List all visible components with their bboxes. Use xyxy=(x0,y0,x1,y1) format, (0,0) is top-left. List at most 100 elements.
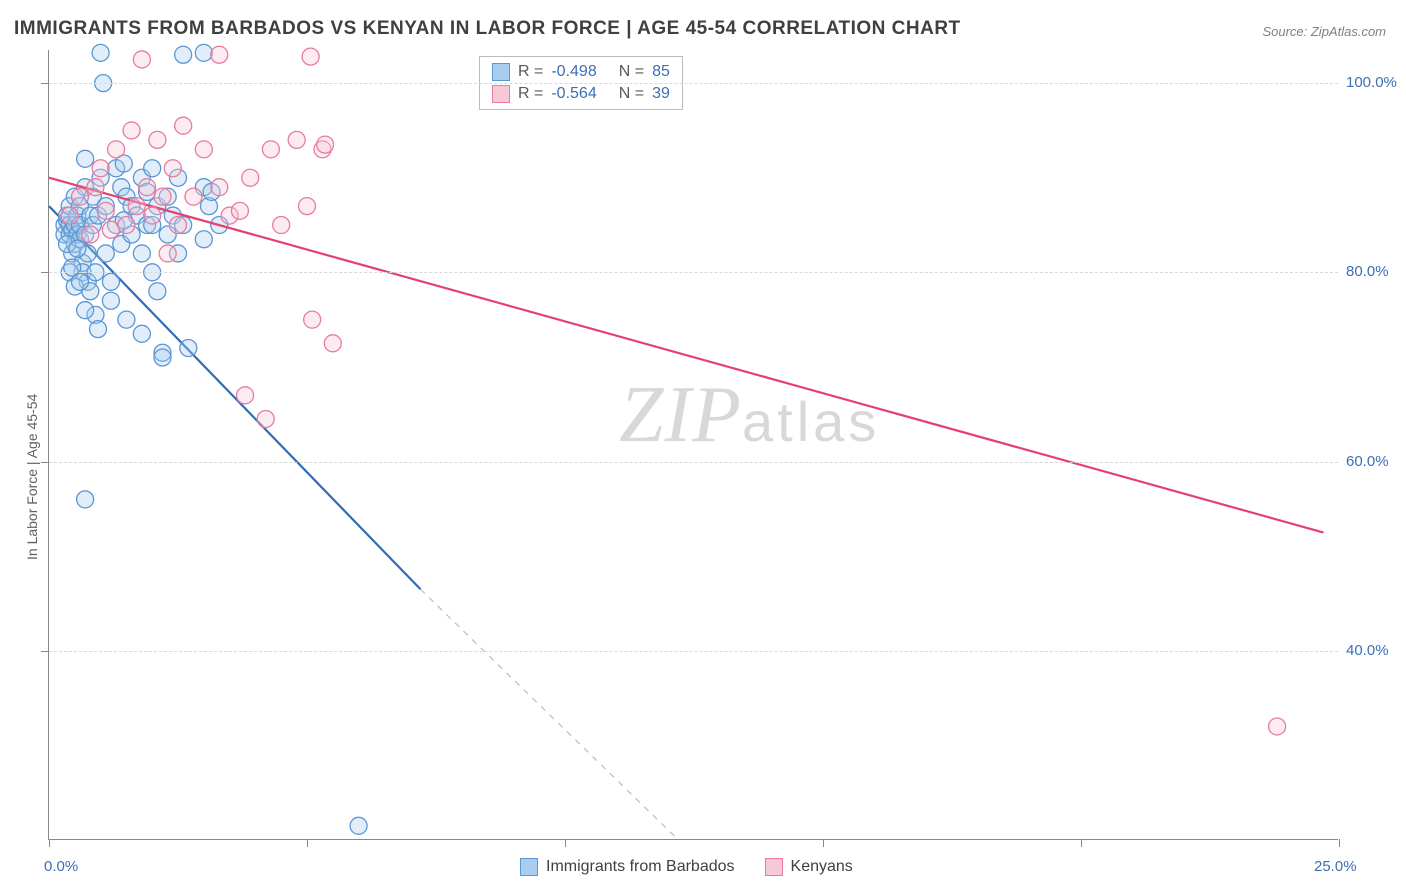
y-tick xyxy=(41,272,49,273)
y-tick-label: 80.0% xyxy=(1346,263,1389,280)
data-point xyxy=(97,202,114,219)
data-point xyxy=(195,44,212,61)
data-point xyxy=(133,325,150,342)
data-point xyxy=(71,273,88,290)
data-point xyxy=(262,141,279,158)
data-point xyxy=(108,141,125,158)
gridline xyxy=(49,272,1338,273)
data-point xyxy=(304,311,321,328)
x-tick xyxy=(1339,839,1340,847)
y-tick xyxy=(41,651,49,652)
data-point xyxy=(324,335,341,352)
trendline xyxy=(49,178,1324,533)
data-point xyxy=(273,217,290,234)
data-point xyxy=(350,817,367,834)
gridline xyxy=(49,83,1338,84)
n-label: N = xyxy=(619,83,644,105)
data-point xyxy=(92,44,109,61)
data-point xyxy=(180,340,197,357)
data-point xyxy=(154,188,171,205)
r-label: R = xyxy=(518,83,543,105)
chart-svg xyxy=(49,50,1338,839)
data-point xyxy=(288,131,305,148)
data-point xyxy=(242,169,259,186)
trendline-dashed xyxy=(421,589,679,840)
data-point xyxy=(133,51,150,68)
data-point xyxy=(185,188,202,205)
data-point xyxy=(144,207,161,224)
n-value-kenyans: 39 xyxy=(652,83,670,105)
data-point xyxy=(87,179,104,196)
data-point xyxy=(102,221,119,238)
x-tick xyxy=(307,839,308,847)
r-label: R = xyxy=(518,61,543,83)
x-tick-label: 25.0% xyxy=(1314,858,1357,875)
legend-label-barbados: Immigrants from Barbados xyxy=(546,858,735,876)
x-tick xyxy=(823,839,824,847)
swatch-barbados-bottom xyxy=(520,858,538,876)
data-point xyxy=(170,217,187,234)
data-point xyxy=(144,160,161,177)
data-point xyxy=(90,321,107,338)
y-tick xyxy=(41,83,49,84)
legend-label-kenyans: Kenyans xyxy=(791,858,853,876)
data-point xyxy=(123,122,140,139)
data-point xyxy=(69,240,86,257)
source-attribution: Source: ZipAtlas.com xyxy=(1262,24,1386,39)
y-tick-label: 100.0% xyxy=(1346,74,1397,91)
data-point xyxy=(195,141,212,158)
swatch-barbados xyxy=(492,63,510,81)
data-point xyxy=(77,302,94,319)
r-value-barbados: -0.498 xyxy=(551,61,596,83)
trendline xyxy=(49,206,421,589)
n-label: N = xyxy=(619,61,644,83)
gridline xyxy=(49,651,1338,652)
data-point xyxy=(77,150,94,167)
legend-series: Immigrants from Barbados Kenyans xyxy=(520,858,853,876)
data-point xyxy=(71,188,88,205)
data-point xyxy=(149,283,166,300)
legend-row-kenyans: R = -0.564 N = 39 xyxy=(492,83,670,105)
data-point xyxy=(139,179,156,196)
y-tick xyxy=(41,462,49,463)
data-point xyxy=(102,273,119,290)
x-tick xyxy=(1081,839,1082,847)
x-tick xyxy=(49,839,50,847)
data-point xyxy=(195,231,212,248)
data-point xyxy=(211,46,228,63)
data-point xyxy=(317,136,334,153)
data-point xyxy=(231,202,248,219)
data-point xyxy=(175,117,192,134)
legend-item-barbados: Immigrants from Barbados xyxy=(520,858,735,876)
data-point xyxy=(257,410,274,427)
legend-item-kenyans: Kenyans xyxy=(765,858,853,876)
data-point xyxy=(61,207,78,224)
data-point xyxy=(302,48,319,65)
x-tick-label: 0.0% xyxy=(44,858,78,875)
data-point xyxy=(118,311,135,328)
y-axis-label: In Labor Force | Age 45-54 xyxy=(24,394,40,560)
data-point xyxy=(159,245,176,262)
gridline xyxy=(49,462,1338,463)
y-tick-label: 40.0% xyxy=(1346,642,1389,659)
data-point xyxy=(154,349,171,366)
legend-row-barbados: R = -0.498 N = 85 xyxy=(492,61,670,83)
n-value-barbados: 85 xyxy=(652,61,670,83)
data-point xyxy=(133,245,150,262)
r-value-kenyans: -0.564 xyxy=(551,83,596,105)
x-tick xyxy=(565,839,566,847)
swatch-kenyans xyxy=(492,85,510,103)
data-point xyxy=(128,198,145,215)
data-point xyxy=(299,198,316,215)
data-point xyxy=(149,131,166,148)
y-tick-label: 60.0% xyxy=(1346,453,1389,470)
swatch-kenyans-bottom xyxy=(765,858,783,876)
data-point xyxy=(211,179,228,196)
data-point xyxy=(118,217,135,234)
data-point xyxy=(102,292,119,309)
data-point xyxy=(97,245,114,262)
chart-title: IMMIGRANTS FROM BARBADOS VS KENYAN IN LA… xyxy=(14,18,961,40)
plot-area: ZIPatlas R = -0.498 N = 85 R = -0.564 N … xyxy=(48,50,1338,840)
data-point xyxy=(164,160,181,177)
data-point xyxy=(237,387,254,404)
